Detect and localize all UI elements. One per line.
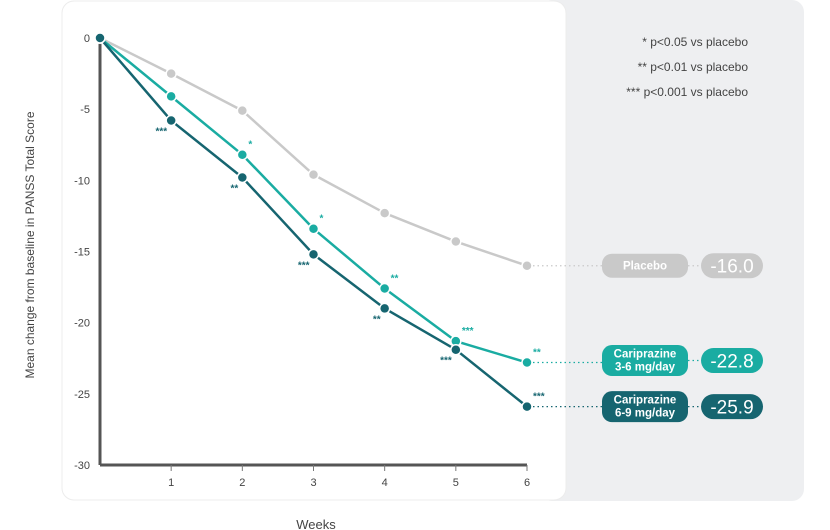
significance-marker: * <box>248 140 252 151</box>
x-axis-label: Weeks <box>296 517 336 530</box>
series-label-badge <box>602 391 688 423</box>
series-label-text: 6-9 mg/day <box>615 408 676 420</box>
significance-marker: *** <box>155 127 167 138</box>
significance-legend-item: * p<0.05 vs placebo <box>642 35 748 49</box>
data-point <box>236 148 249 161</box>
significance-marker: ** <box>373 314 381 325</box>
final-value-badge <box>701 348 763 374</box>
data-point <box>378 282 391 295</box>
data-point <box>94 32 106 44</box>
data-point <box>236 104 249 117</box>
final-value-text: -25.9 <box>710 398 753 419</box>
data-point <box>165 114 177 127</box>
final-value-text: -16.0 <box>710 257 753 278</box>
y-tick-label: -10 <box>74 175 90 187</box>
significance-marker: *** <box>298 260 310 271</box>
data-point <box>521 356 533 369</box>
data-point <box>236 171 249 184</box>
data-point <box>521 400 533 413</box>
series-label-badge <box>602 345 688 377</box>
significance-marker: *** <box>533 392 545 403</box>
data-point <box>307 168 320 181</box>
y-tick-label: -15 <box>74 247 90 259</box>
x-tick-label: 4 <box>382 477 388 489</box>
significance-marker: *** <box>462 326 474 337</box>
y-tick-label: -5 <box>80 104 90 116</box>
series-2: **************** <box>94 32 545 413</box>
data-point <box>378 207 391 219</box>
significance-legend-item: ** p<0.01 vs placebo <box>638 60 749 74</box>
y-tick-label: 0 <box>84 33 90 45</box>
series-marks: ************************* <box>94 32 545 413</box>
x-tick-label: 3 <box>310 477 316 489</box>
significance-marker: ** <box>391 274 399 285</box>
final-value-text: -22.8 <box>710 352 753 373</box>
data-point <box>307 222 320 235</box>
series-label-text: Placebo <box>623 261 667 273</box>
significance-legend: * p<0.05 vs placebo ** p<0.01 vs placebo *… <box>626 35 748 99</box>
series-label-text: Cariprazine <box>614 395 677 407</box>
data-point <box>165 90 177 103</box>
legend-panel <box>540 0 804 501</box>
significance-marker: * <box>320 214 324 225</box>
axes: 0 -5 -10 -15 -20 -25 -30 1 2 3 4 5 6 <box>74 33 530 489</box>
significance-marker: *** <box>440 356 452 367</box>
y-tick-label: -25 <box>74 389 90 401</box>
significance-marker: ** <box>231 183 239 194</box>
final-value-badge <box>701 253 763 279</box>
x-tick-label: 1 <box>168 477 174 489</box>
x-tick-label: 6 <box>524 477 530 489</box>
y-axis-label: Mean change from baseline in PANSS Total… <box>23 111 37 378</box>
data-point <box>521 259 533 272</box>
data-point <box>307 248 320 261</box>
significance-marker: ** <box>533 348 541 359</box>
x-tick-label: 5 <box>453 477 459 489</box>
series-label-text: 3-6 mg/day <box>615 362 676 374</box>
y-tick-label: -30 <box>74 460 90 472</box>
data-point <box>378 302 391 315</box>
y-tick-label: -20 <box>74 318 90 330</box>
data-point <box>165 67 177 80</box>
significance-legend-item: *** p<0.001 vs placebo <box>626 85 748 99</box>
x-tick-label: 2 <box>239 477 245 489</box>
data-point <box>450 235 462 248</box>
series-label-text: Cariprazine <box>614 349 677 361</box>
final-value-badge <box>701 394 763 420</box>
data-point <box>450 343 462 356</box>
series-label-badge <box>602 253 688 278</box>
